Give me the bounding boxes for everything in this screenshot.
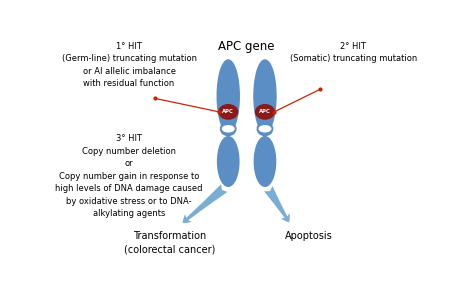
Ellipse shape bbox=[217, 60, 239, 132]
Ellipse shape bbox=[220, 122, 236, 136]
Ellipse shape bbox=[222, 126, 234, 132]
Text: 1° HIT
(Germ-line) truncating mutation
or AI allelic imbalance
with residual fun: 1° HIT (Germ-line) truncating mutation o… bbox=[62, 42, 197, 88]
Text: APC gene: APC gene bbox=[219, 40, 275, 53]
Ellipse shape bbox=[259, 126, 271, 132]
Text: Transformation
(colorectal cancer): Transformation (colorectal cancer) bbox=[124, 231, 215, 255]
Text: 2° HIT
(Somatic) truncating mutation: 2° HIT (Somatic) truncating mutation bbox=[290, 42, 417, 63]
Ellipse shape bbox=[257, 122, 273, 136]
Ellipse shape bbox=[218, 137, 239, 186]
Text: APC: APC bbox=[222, 109, 234, 114]
Ellipse shape bbox=[255, 137, 275, 186]
Text: Apoptosis: Apoptosis bbox=[285, 231, 333, 241]
Ellipse shape bbox=[218, 104, 238, 120]
Ellipse shape bbox=[255, 104, 275, 120]
Text: APC: APC bbox=[259, 109, 271, 114]
Ellipse shape bbox=[254, 60, 276, 132]
Text: 3° HIT
Copy number deletion
or
Copy number gain in response to
high levels of DN: 3° HIT Copy number deletion or Copy numb… bbox=[55, 134, 203, 218]
